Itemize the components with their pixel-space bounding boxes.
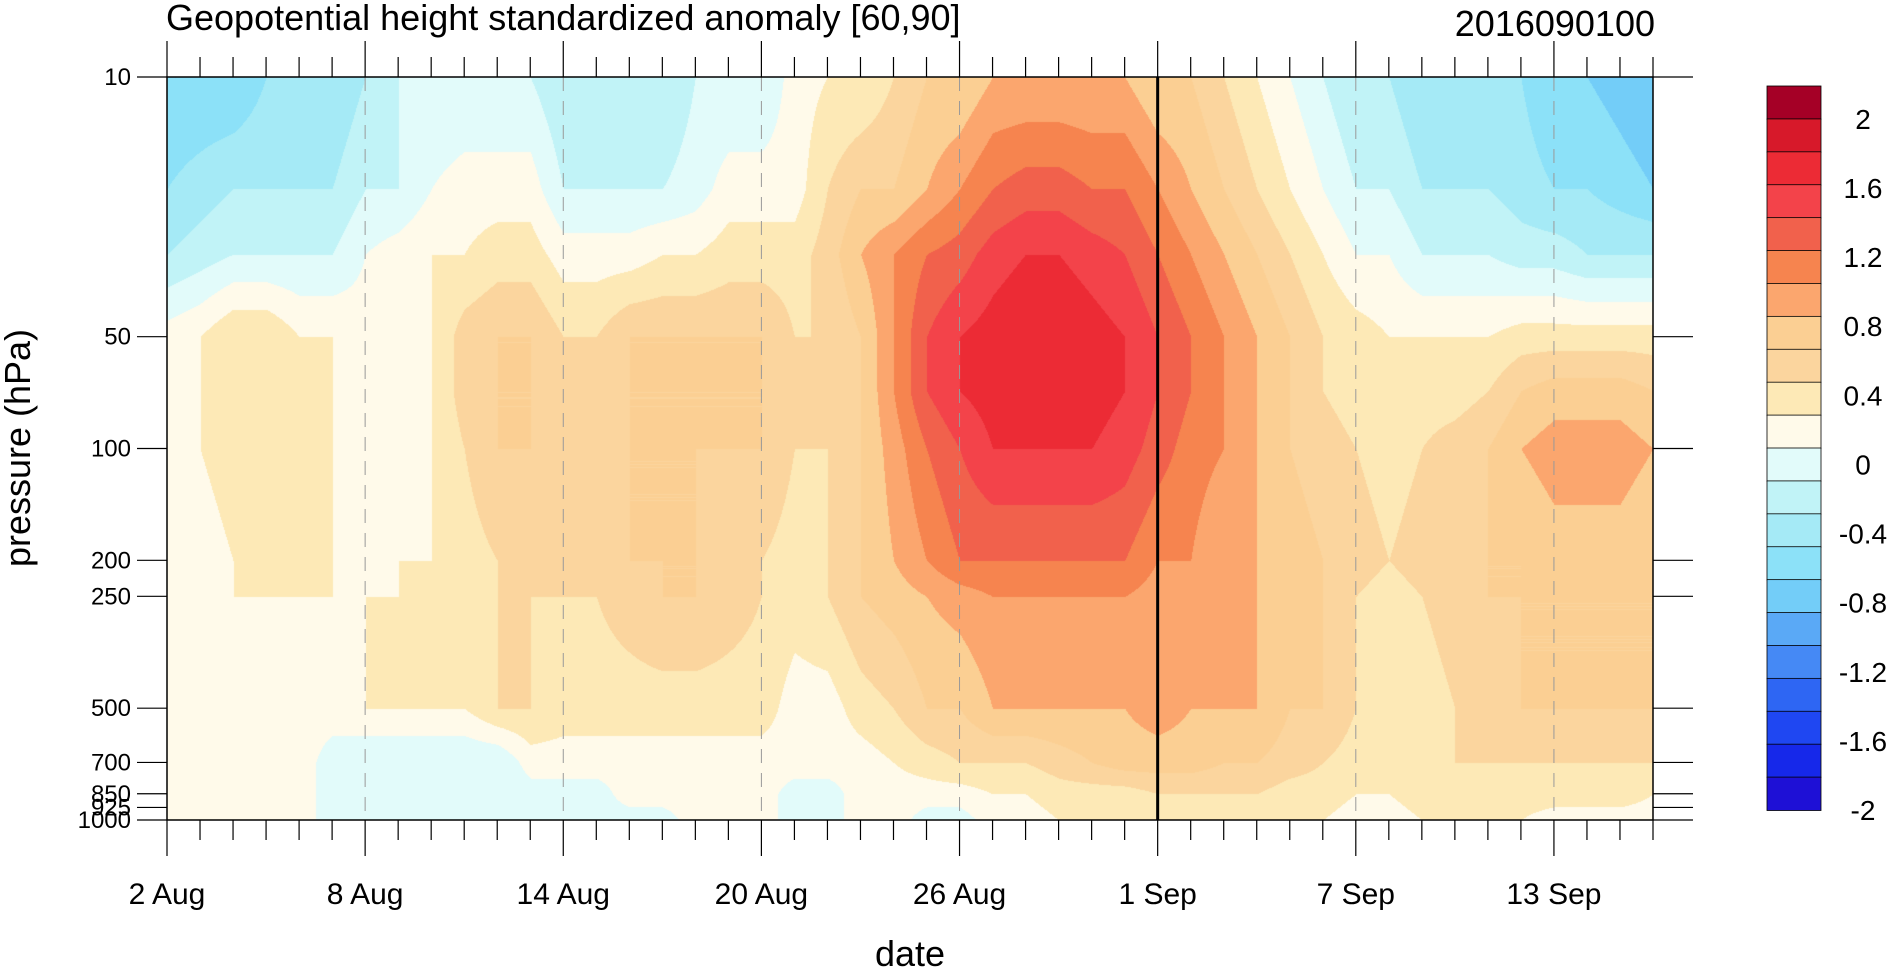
colorbar-swatch — [1766, 414, 1822, 449]
colorbar-label: -2 — [1851, 795, 1876, 826]
colorbar-swatch — [1766, 381, 1822, 416]
colorbar-swatch — [1766, 546, 1822, 581]
colorbar-swatch — [1766, 315, 1822, 351]
x-tick-label: 1 Sep — [1118, 878, 1196, 911]
colorbar-label: 1.2 — [1844, 242, 1883, 273]
colorbar-swatch — [1766, 217, 1822, 252]
colorbar-swatch — [1766, 677, 1822, 713]
colorbar-swatch — [1766, 151, 1822, 186]
x-tick-label: 8 Aug — [327, 878, 404, 911]
x-tick-label: 2 Aug — [129, 878, 206, 911]
x-tick-label: 14 Aug — [517, 878, 610, 911]
colorbar-swatch — [1766, 184, 1822, 219]
chart-title: Geopotential height standardized anomaly… — [166, 0, 961, 38]
colorbar-label: -1.2 — [1839, 657, 1887, 688]
colorbar-swatch — [1766, 480, 1822, 515]
y-tick-label: 100 — [91, 436, 131, 463]
x-tick-label: 7 Sep — [1317, 878, 1395, 911]
colorbar-label: 2 — [1855, 104, 1871, 135]
colorbar-swatch — [1766, 283, 1822, 318]
colorbar-swatch — [1766, 743, 1822, 778]
colorbar-swatch — [1766, 776, 1822, 811]
y-tick-label: 200 — [91, 547, 131, 574]
colorbar-label: 0.4 — [1844, 380, 1883, 411]
anomaly-field — [167, 77, 1653, 820]
plot-area — [167, 77, 1653, 820]
y-tick-label: 50 — [104, 324, 131, 351]
x-axis: 2 Aug 8 Aug 14 Aug 20 Aug 26 Aug 1 Sep 7 Sep 13… — [129, 41, 1654, 911]
colorbar-label: 1.6 — [1844, 173, 1883, 204]
colorbar-swatch — [1766, 513, 1822, 548]
y-tick-label: 925 — [91, 794, 131, 821]
colorbar-swatch — [1766, 85, 1822, 120]
colorbar-label: -1.6 — [1839, 726, 1887, 757]
colorbar-swatch — [1766, 612, 1822, 647]
y-axis-title: pressure (hPa) — [0, 329, 38, 567]
colorbar-label: -0.4 — [1839, 519, 1887, 550]
y-tick-label: 1000 — [78, 807, 131, 834]
x-tick-label: 26 Aug — [913, 878, 1006, 911]
y-tick-label: 700 — [91, 749, 131, 776]
y-tick-label: 500 — [91, 695, 131, 722]
colorbar-swatch — [1766, 579, 1822, 614]
colorbar-swatch — [1766, 118, 1822, 153]
colorbar-swatch — [1766, 447, 1822, 482]
x-axis-title: date — [875, 933, 945, 969]
chart-date-stamp: 2016090100 — [1455, 3, 1655, 44]
colorbar-swatch — [1766, 710, 1822, 746]
colorbar-swatch — [1766, 250, 1822, 285]
x-tick-label: 20 Aug — [715, 878, 808, 911]
colorbar-label: 0.8 — [1844, 311, 1883, 342]
colorbar-swatch — [1766, 645, 1822, 680]
colorbar: 2 1.6 1.2 0.8 0.4 0 -0.4 -0.8 -1.2 -1.6 -2 — [1766, 85, 1887, 826]
colorbar-label: -0.8 — [1839, 588, 1887, 619]
y-tick-label: 250 — [91, 583, 131, 610]
x-tick-label: 13 Sep — [1506, 878, 1601, 911]
colorbar-label: 0 — [1855, 449, 1871, 480]
colorbar-swatch — [1766, 348, 1822, 384]
y-tick-label: 850 — [91, 781, 131, 808]
y-tick-label: 10 — [104, 64, 131, 91]
